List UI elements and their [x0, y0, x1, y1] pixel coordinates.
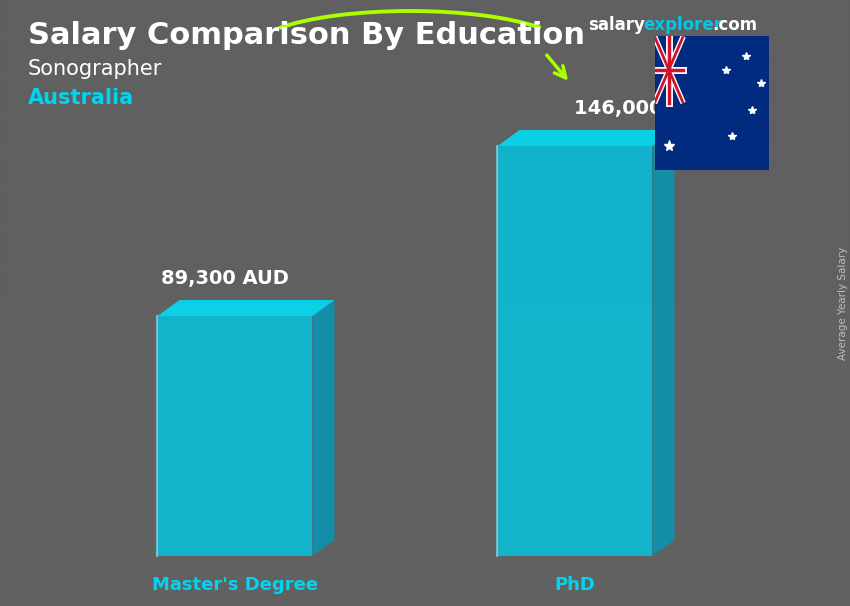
Bar	[0, 374, 850, 384]
Text: Sonographer: Sonographer	[28, 59, 162, 79]
Bar	[0, 121, 850, 132]
Bar	[0, 30, 850, 41]
Polygon shape	[313, 300, 335, 556]
Bar	[0, 454, 850, 465]
Bar	[0, 323, 850, 333]
Bar	[0, 545, 850, 556]
Bar	[0, 192, 850, 202]
Bar	[0, 141, 850, 152]
Bar	[0, 101, 850, 111]
Bar	[0, 414, 850, 424]
Bar	[0, 132, 850, 141]
Bar	[0, 424, 850, 435]
Bar	[0, 515, 850, 525]
Bar	[0, 586, 850, 596]
Bar	[0, 10, 850, 20]
Text: Average Yearly Salary: Average Yearly Salary	[838, 247, 848, 359]
Bar	[0, 394, 850, 404]
Bar	[0, 162, 850, 171]
Bar	[0, 20, 850, 30]
Bar	[0, 565, 850, 576]
Polygon shape	[157, 300, 335, 316]
Bar	[0, 293, 850, 303]
Bar	[0, 222, 850, 232]
Text: 146,000 AUD: 146,000 AUD	[575, 99, 716, 118]
Text: explorer: explorer	[643, 16, 722, 34]
Bar	[0, 253, 850, 262]
Bar	[0, 273, 850, 283]
Bar	[0, 303, 850, 313]
Bar	[0, 525, 850, 535]
Polygon shape	[654, 36, 769, 170]
Text: 89,300 AUD: 89,300 AUD	[161, 269, 289, 288]
Bar	[0, 505, 850, 515]
Bar	[0, 262, 850, 273]
Bar	[0, 152, 850, 162]
Bar	[0, 283, 850, 293]
Bar	[0, 61, 850, 71]
Text: Australia: Australia	[28, 88, 134, 108]
Bar	[0, 313, 850, 323]
Bar	[0, 474, 850, 485]
Bar	[0, 444, 850, 454]
Bar	[0, 596, 850, 606]
Bar	[0, 404, 850, 414]
Bar	[0, 465, 850, 474]
Bar	[0, 242, 850, 253]
Bar	[0, 495, 850, 505]
Polygon shape	[497, 146, 653, 556]
Text: +64%: +64%	[360, 0, 450, 3]
Bar	[0, 435, 850, 444]
Text: .com: .com	[712, 16, 757, 34]
Bar	[0, 384, 850, 394]
Polygon shape	[497, 130, 675, 146]
Bar	[0, 0, 850, 10]
Bar	[0, 111, 850, 121]
Bar	[0, 91, 850, 101]
Polygon shape	[653, 130, 675, 556]
Text: PhD: PhD	[554, 576, 596, 594]
Text: salary: salary	[588, 16, 645, 34]
Bar	[0, 50, 850, 61]
Bar	[0, 202, 850, 212]
Text: Salary Comparison By Education: Salary Comparison By Education	[28, 21, 585, 50]
Bar	[0, 171, 850, 182]
Bar	[0, 232, 850, 242]
Bar	[0, 556, 850, 565]
Text: Master's Degree: Master's Degree	[152, 576, 318, 594]
Bar	[0, 182, 850, 192]
Bar	[0, 333, 850, 344]
Polygon shape	[157, 316, 313, 556]
Bar	[0, 353, 850, 364]
Bar	[0, 485, 850, 495]
Bar	[0, 81, 850, 91]
Bar	[0, 212, 850, 222]
Bar	[0, 71, 850, 81]
Bar	[0, 344, 850, 353]
Bar	[0, 535, 850, 545]
Bar	[0, 576, 850, 586]
Bar	[0, 41, 850, 50]
Bar	[0, 364, 850, 374]
